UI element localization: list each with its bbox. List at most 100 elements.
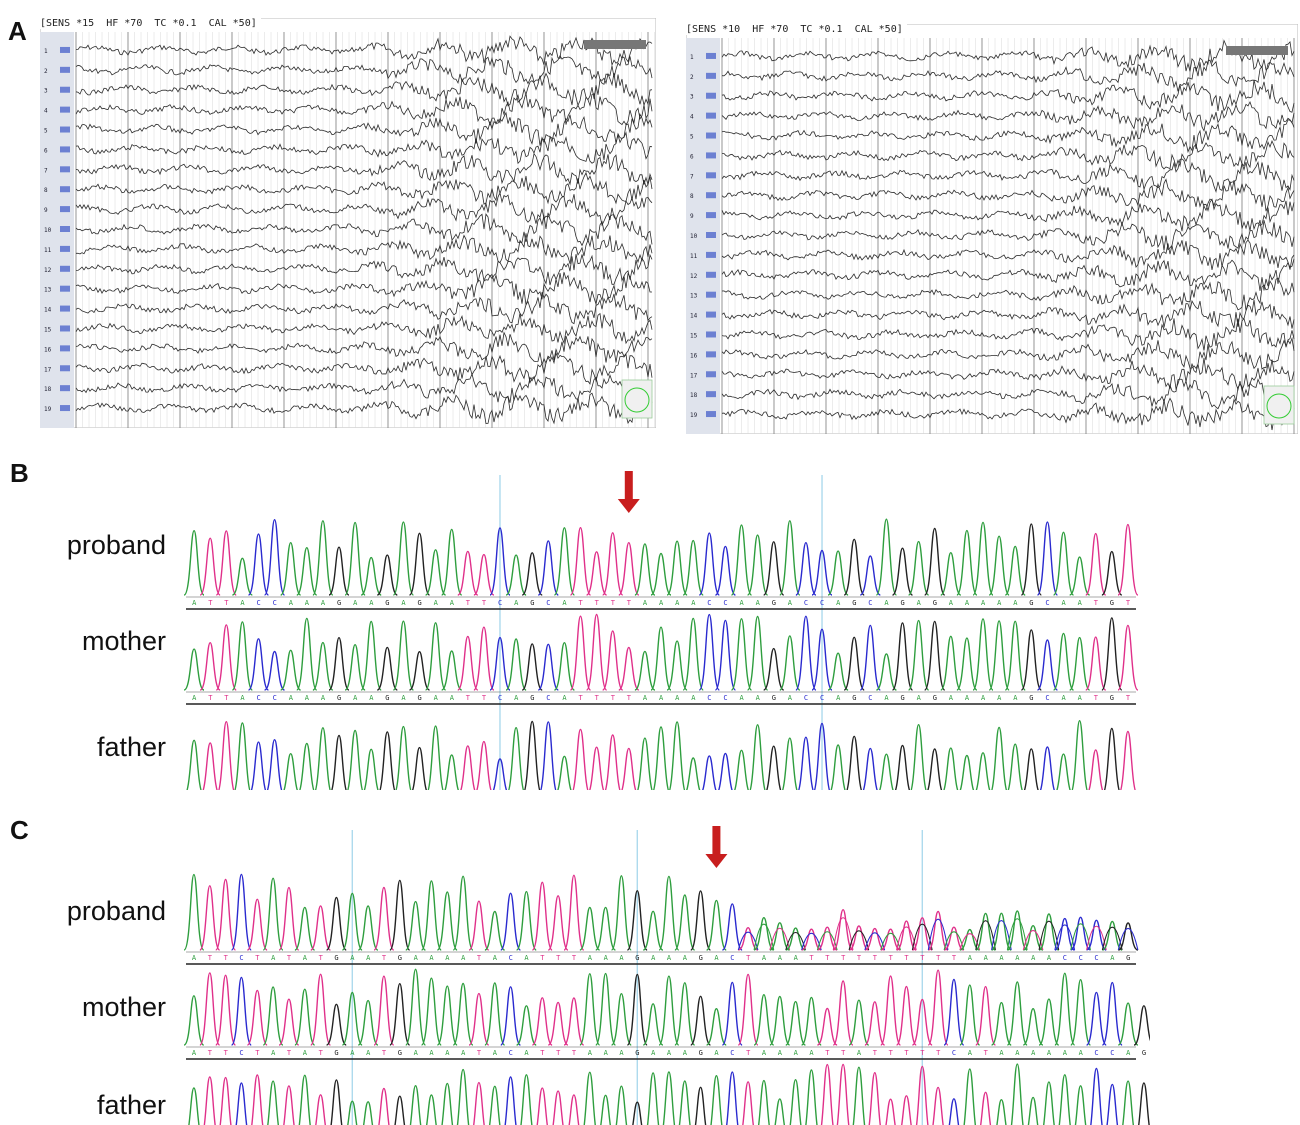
panel-b-mother-base-52: G xyxy=(1029,694,1033,702)
panel-c-father-peak-31 xyxy=(678,1080,691,1125)
panel-c-proband-peak-6 xyxy=(278,886,300,951)
panel-c-mother-base-31: A xyxy=(683,1049,688,1057)
panel-b-mother-base-51: A xyxy=(1013,694,1018,702)
panel-c-mother-base-18: T xyxy=(477,1049,482,1057)
eeg-left-trace-19 xyxy=(75,392,653,425)
eeg-left-channel-17: 17 xyxy=(44,366,52,373)
panel-c-mother-base-15: A xyxy=(429,1049,434,1057)
panel-c-proband-base-24: T xyxy=(572,954,577,962)
panel-c-father-peak-21 xyxy=(520,1074,533,1125)
eeg-left-trace-14 xyxy=(75,292,653,325)
panel-b-proband-peak-58 xyxy=(1117,523,1139,596)
panel-c-proband-base-36: A xyxy=(762,954,767,962)
eeg-left-channel-10: 10 xyxy=(44,227,52,234)
panel-c-proband-peak-52 xyxy=(1006,910,1028,951)
panel-b-proband-peak-8 xyxy=(312,520,334,596)
panel-b-proband-base-1: T xyxy=(208,599,213,607)
panel-b-father-peak-26 xyxy=(604,734,621,790)
panel-b-proband-peak-28 xyxy=(634,543,656,596)
panel-b-proband-base-24: T xyxy=(579,599,584,607)
panel-c-mother-peak-6 xyxy=(278,998,300,1046)
panel-b-mother-peak-1 xyxy=(199,641,221,691)
panel-c-proband-peak-12 xyxy=(373,886,395,951)
panel-c-proband-peak-45 xyxy=(896,920,917,951)
panel-b-mother-peak-14 xyxy=(408,650,431,691)
panel-b-father-peak-47 xyxy=(943,747,959,790)
panel-b-father-peak-8 xyxy=(314,727,331,790)
trace-label-b-proband: proband xyxy=(66,530,166,560)
panel-label-c: C xyxy=(10,815,29,845)
panel-b-father-peak-45 xyxy=(910,723,927,790)
panel-b-father-peak-35 xyxy=(749,724,766,790)
panel-b-mother-peak-38 xyxy=(795,615,817,691)
panel-b-proband-peak-44 xyxy=(891,547,914,596)
panel-b-mother-base-26: T xyxy=(611,694,616,702)
panel-b-proband-base-15: A xyxy=(434,599,439,607)
panel-b-mother-peak-36 xyxy=(763,647,785,691)
panel-c-father-peak-10 xyxy=(347,1100,358,1125)
panel-b-mother-base-53: C xyxy=(1045,694,1049,702)
panel-c-proband-peak-27 xyxy=(610,875,632,951)
panel-c-proband-peak-47 xyxy=(927,910,949,951)
panel-c-proband-peak-29 xyxy=(642,910,664,951)
panel-c-mother-peak-1 xyxy=(199,972,221,1046)
panel-b-proband-base-21: G xyxy=(530,599,534,607)
panel-b-mother-base-29: A xyxy=(659,694,664,702)
panel-c-mother-peak-46 xyxy=(911,998,933,1046)
panel-c-proband-base-30: A xyxy=(667,954,672,962)
panel-c-proband-peak-11 xyxy=(357,905,379,951)
panel-c-mother-peak-9 xyxy=(325,1003,347,1046)
panel-c-proband-peak-28 xyxy=(626,889,648,951)
panel-b-mother-peak-9 xyxy=(328,636,350,691)
panel-c-proband-peak-57 xyxy=(1086,919,1107,951)
panel-c-mother-base-56: A xyxy=(1079,1049,1084,1057)
eeg-left-channel-15: 15 xyxy=(44,326,52,333)
panel-b-proband-peak-22 xyxy=(537,540,559,596)
panel-c-proband-secondary-peak-52 xyxy=(1006,918,1028,951)
panel-b-mother-base-30: A xyxy=(675,694,680,702)
panel-c-proband-peak-25 xyxy=(579,906,601,951)
panel-c-mother-peak-39 xyxy=(800,996,822,1046)
panel-c-mother-base-6: T xyxy=(287,1049,292,1057)
panel-b-mother-peak-50 xyxy=(988,620,1010,691)
panel-b-proband-base-9: G xyxy=(337,599,341,607)
panel-b-mother-peak-54 xyxy=(1052,632,1075,691)
panel-c-father-peak-23 xyxy=(552,1090,564,1125)
panel-b-mother-peak-26 xyxy=(602,630,624,691)
panel-c-mother-peak-20 xyxy=(500,986,522,1046)
panel-c-mother-peak-16 xyxy=(436,985,458,1046)
panel-c-mother-base-27: A xyxy=(619,1049,624,1057)
panel-c-mother-base-20: C xyxy=(509,1049,513,1057)
panel-c-proband-secondary-peak-35 xyxy=(737,931,759,951)
panel-b-proband-peak-29 xyxy=(650,552,672,596)
panel-b-proband-peak-47 xyxy=(940,551,962,596)
panel-c-proband-base-33: A xyxy=(714,954,719,962)
panel-c-proband-peak-24 xyxy=(563,874,585,951)
eeg-right-channel-3: 3 xyxy=(690,94,694,101)
panel-c-mother-peak-4 xyxy=(246,989,268,1046)
eeg-left-trace-17 xyxy=(75,351,653,385)
panel-c-proband-peak-40 xyxy=(817,926,838,951)
panel-c-proband-secondary-peak-39 xyxy=(801,932,822,951)
eeg-left-channel-18: 18 xyxy=(44,386,52,393)
eeg-right-channel-13: 13 xyxy=(690,293,698,300)
panel-b-mother-peak-29 xyxy=(650,626,672,691)
panel-c-mother-base-3: C xyxy=(239,1049,243,1057)
panel-b-mother-base-46: G xyxy=(933,694,937,702)
panel-b-mother-base-54: A xyxy=(1062,694,1067,702)
panel-b-proband-base-27: T xyxy=(627,599,632,607)
panel-c-proband-peak-35 xyxy=(738,926,759,951)
panel-c-proband-base-14: A xyxy=(414,954,419,962)
panel-c-mother-base-16: A xyxy=(445,1049,450,1057)
panel-b-proband-base-51: A xyxy=(1013,599,1018,607)
panel-c-proband-peak-56 xyxy=(1070,916,1091,951)
panel-c-mother-peak-51 xyxy=(990,1001,1012,1046)
panel-b-proband-peak-49 xyxy=(972,521,994,596)
panel-b-proband-peak-33 xyxy=(714,545,737,596)
panel-c-proband-base-54: A xyxy=(1047,954,1052,962)
panel-b-mother-base-14: G xyxy=(418,694,422,702)
panel-c-mother-base-37: A xyxy=(778,1049,783,1057)
panel-b-proband-base-54: A xyxy=(1062,599,1067,607)
panel-b-proband-base-45: A xyxy=(917,599,922,607)
